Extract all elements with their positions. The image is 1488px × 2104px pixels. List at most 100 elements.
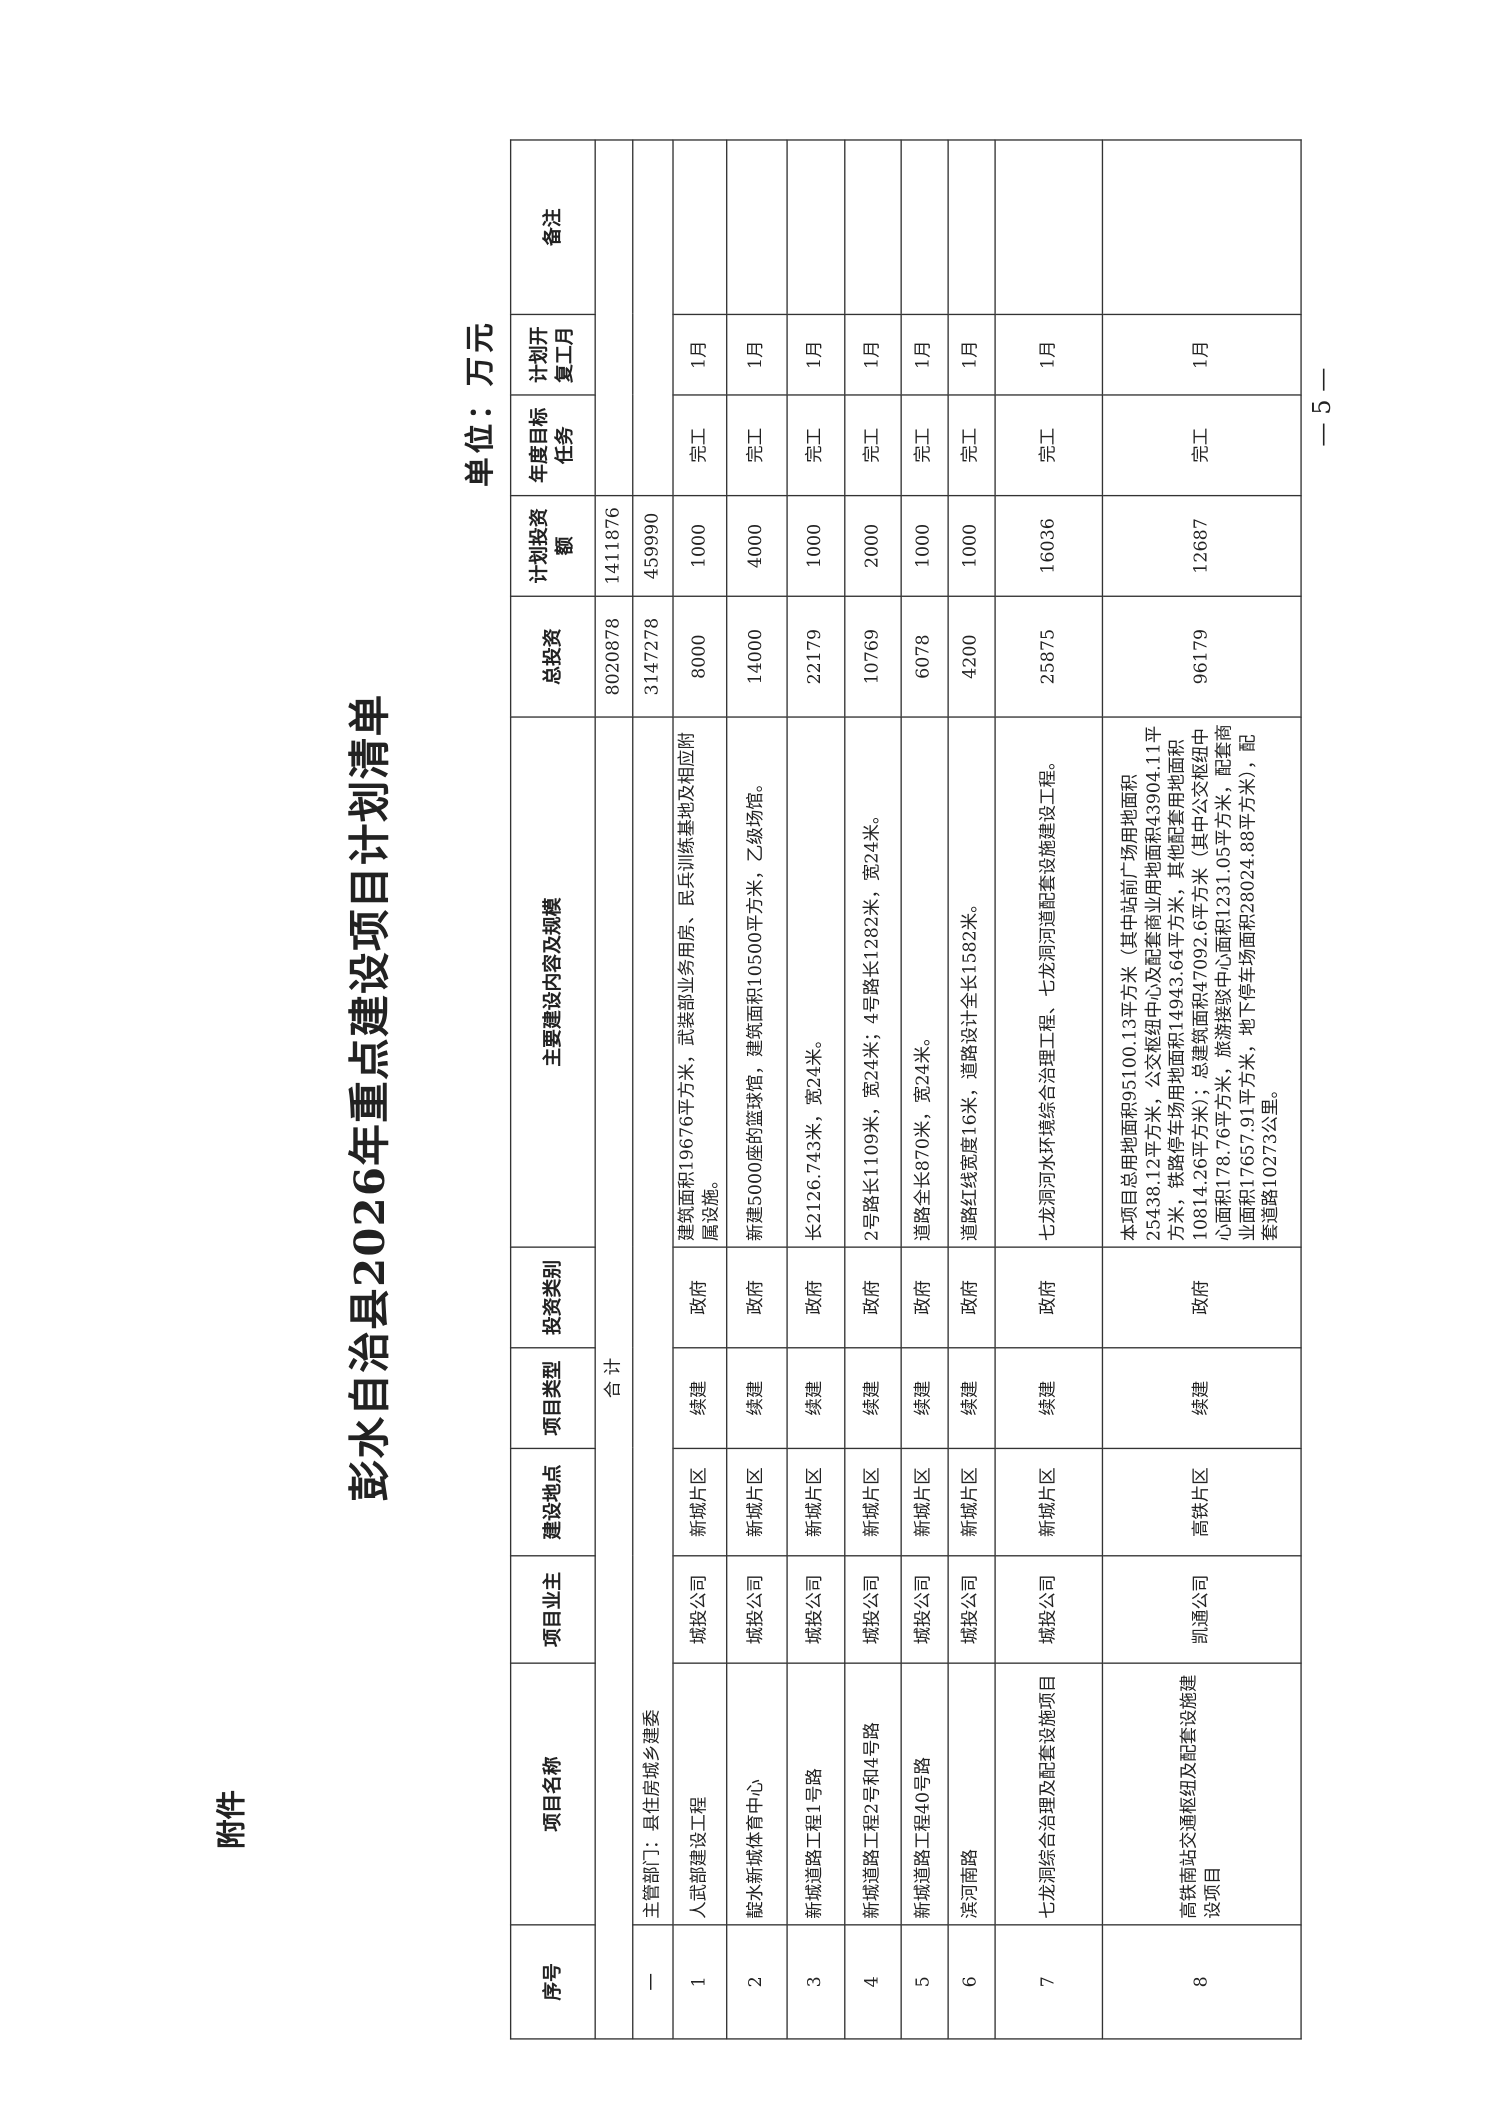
cell: 政府: [995, 1247, 1103, 1348]
cell: 城投公司: [844, 1555, 902, 1664]
cell: 城投公司: [673, 1555, 727, 1664]
cell: 12687: [1102, 495, 1302, 597]
column-header: 主要建设内容及规模: [510, 717, 596, 1248]
cell: 建筑面积19676平方米，武装部业务用房、民兵训练基地及相应附属设施。: [673, 717, 727, 1248]
cell: 续建: [1102, 1347, 1302, 1449]
cell: 新城片区: [787, 1448, 845, 1556]
cell: 政府: [673, 1247, 727, 1348]
cell: 2号路长1109米，宽24米；4号路长1282米，宽24米。: [844, 717, 902, 1248]
total-row: 合 计 8020878 1411876: [595, 139, 633, 2039]
cell: 城投公司: [948, 1555, 996, 1664]
cell: 续建: [726, 1347, 788, 1449]
column-header: 项目名称: [510, 1663, 596, 1925]
cell: 凯通公司: [1102, 1555, 1302, 1664]
cell: 16036: [995, 495, 1103, 597]
project-table: 序号 项目名称 项目业主 建设地点 项目类型 投资类别 主要建设内容及规模 总投资 计划投资额年…: [510, 139, 1302, 2039]
cell: 城投公司: [995, 1555, 1103, 1664]
column-header: 建设地点: [510, 1448, 596, 1556]
cell: 新城片区: [844, 1448, 902, 1556]
cell: 政府: [787, 1247, 845, 1348]
cell: 新城片区: [673, 1448, 727, 1556]
cell: 1000: [787, 495, 845, 597]
total-label: 合 计: [595, 717, 633, 2039]
cell: 长2126.743米，宽24米。: [787, 717, 845, 1248]
column-header: 总投资: [510, 596, 596, 718]
cell: 新城片区: [948, 1448, 996, 1556]
empty-cell: [787, 139, 845, 315]
cell: 5: [901, 1924, 949, 2039]
cell: 25875: [995, 596, 1103, 718]
cell: 8: [1102, 1924, 1302, 2039]
cell: 2000: [844, 495, 902, 597]
cell: 政府: [901, 1247, 949, 1348]
project-row: 3 新城道路工程1号路 城投公司 新城片区 续建 政府 长2126.743米，宽24米。 22…: [787, 139, 845, 2039]
cell: 1月: [844, 314, 902, 395]
cell: 1000: [901, 495, 949, 597]
cell: 4200: [948, 596, 996, 718]
cell: 完工: [726, 394, 788, 496]
cell: 6078: [901, 596, 949, 718]
cell: 7: [995, 1924, 1103, 2039]
cell: 1000: [948, 495, 996, 597]
cell: 1月: [787, 314, 845, 395]
cell: 城投公司: [726, 1555, 788, 1664]
planned-investment: 459990: [632, 495, 674, 597]
cell: 1月: [948, 314, 996, 395]
project-row: 5 新城道路工程40号路 城投公司 新城片区 续建 政府 道路全长870米，宽24米。 607…: [901, 139, 949, 2039]
cell: 新城道路工程40号路: [901, 1663, 949, 1925]
cell: 1月: [995, 314, 1103, 395]
cell: 城投公司: [787, 1555, 845, 1664]
cell: 完工: [787, 394, 845, 496]
cell: 完工: [673, 394, 727, 496]
project-row: 2 靛水新城体育中心 城投公司 新城片区 续建 政府 新建5000座的篮球馆，建筑面积105…: [726, 139, 788, 2039]
cell: 人武部建设工程: [673, 1663, 727, 1925]
cell: 1月: [901, 314, 949, 395]
cell: 道路全长870米，宽24米。: [901, 717, 949, 1248]
cell: 滨河南路: [948, 1663, 996, 1925]
empty-cell: [901, 139, 949, 315]
header-row: 序号 项目名称 项目业主 建设地点 项目类型 投资类别 主要建设内容及规模 总投资 计划投资额年…: [510, 139, 596, 2039]
cell: 高铁片区: [1102, 1448, 1302, 1556]
project-row: 7 七龙洞综合治理及配套设施项目 城投公司 新城片区 续建 政府 七龙洞河水环境综合治理工程…: [995, 139, 1103, 2039]
cell: 新城道路工程2号和4号路: [844, 1663, 902, 1925]
empty-cell: [632, 139, 674, 496]
cell: 8000: [673, 596, 727, 718]
cell: 续建: [901, 1347, 949, 1449]
cell: 续建: [844, 1347, 902, 1449]
cell: 新建5000座的篮球馆，建筑面积10500平方米，乙级场馆。: [726, 717, 788, 1248]
project-row: 1 人武部建设工程 城投公司 新城片区 续建 政府 建筑面积19676平方米，武装部业务用房…: [673, 139, 727, 2039]
cell: 新城片区: [995, 1448, 1103, 1556]
empty-cell: [1102, 139, 1302, 315]
empty-cell: [995, 139, 1103, 315]
planned-investment: 1411876: [595, 495, 633, 597]
column-header: 年度目标任务: [510, 394, 596, 496]
cell: 1月: [1102, 314, 1302, 395]
cell: 新城片区: [726, 1448, 788, 1556]
cell: 10769: [844, 596, 902, 718]
cell: 七龙洞综合治理及配套设施项目: [995, 1663, 1103, 1925]
cell: 96179: [1102, 596, 1302, 718]
cell: 完工: [948, 394, 996, 496]
column-header: 项目业主: [510, 1555, 596, 1664]
empty-cell: [595, 139, 633, 496]
cell: 政府: [726, 1247, 788, 1348]
project-row: 4 新城道路工程2号和4号路 城投公司 新城片区 续建 政府 2号路长1109米，宽24米；…: [844, 139, 902, 2039]
cell: 政府: [1102, 1247, 1302, 1348]
cell: 完工: [901, 394, 949, 496]
column-header: 备注: [510, 139, 596, 315]
cell: 新城片区: [901, 1448, 949, 1556]
department-row: 一主管部门：县住房城乡建委 3147278 459990: [632, 139, 674, 2039]
column-header: 投资类别: [510, 1247, 596, 1348]
cell: 完工: [1102, 394, 1302, 496]
unit-label: 单位：万元: [462, 319, 498, 487]
cell: 靛水新城体育中心: [726, 1663, 788, 1925]
cell: 续建: [673, 1347, 727, 1449]
cell: 政府: [948, 1247, 996, 1348]
cell: 新城道路工程1号路: [787, 1663, 845, 1925]
total-investment: 3147278: [632, 596, 674, 718]
empty-cell: [726, 139, 788, 315]
cell: 政府: [844, 1247, 902, 1348]
cell: 续建: [787, 1347, 845, 1449]
department-label: 主管部门：县住房城乡建委: [632, 717, 674, 1925]
